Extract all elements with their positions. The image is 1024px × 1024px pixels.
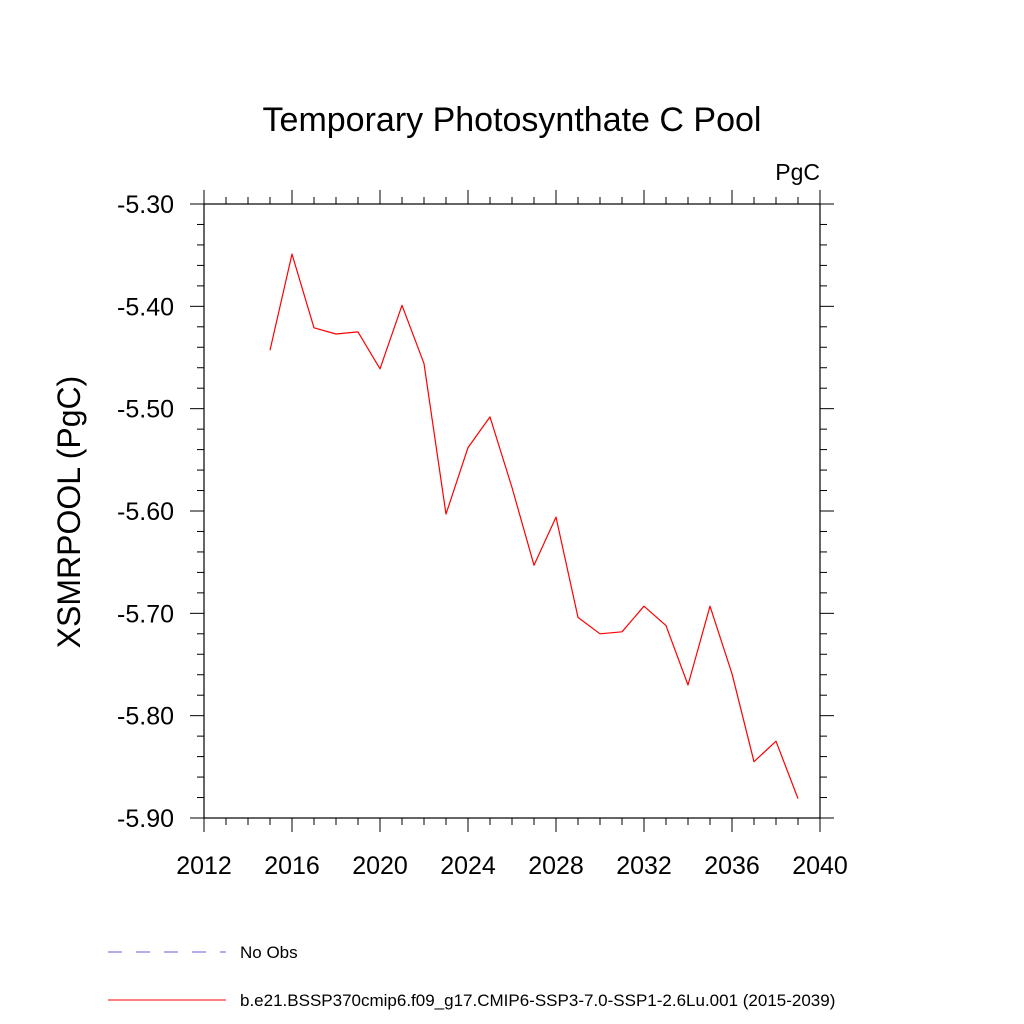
x-tick-label: 2012	[176, 852, 232, 880]
y-tick-label: -5.60	[117, 498, 174, 526]
axis-ticks	[190, 190, 834, 832]
x-tick-label: 2020	[352, 852, 408, 880]
x-tick-label: 2032	[616, 852, 672, 880]
x-tick-label: 2028	[528, 852, 584, 880]
y-tick-label: -5.80	[117, 703, 174, 731]
y-tick-label: -5.90	[117, 805, 174, 833]
y-tick-label: -5.50	[117, 396, 174, 424]
plot-area-frame	[203, 203, 821, 819]
legend: No Obs b.e21.BSSP370cmip6.f09_g17.CMIP6-S…	[108, 943, 835, 1010]
legend-label: No Obs	[240, 943, 298, 962]
x-tick-label: 2036	[704, 852, 760, 880]
x-tick-label: 2016	[264, 852, 320, 880]
series-layer	[269, 253, 799, 799]
y-tick-label: -5.40	[117, 293, 174, 321]
chart-title: Temporary Photosynthate C Pool	[263, 101, 762, 139]
y-tick-label: -5.70	[117, 600, 174, 628]
series-line	[269, 253, 799, 799]
legend-label: b.e21.BSSP370cmip6.f09_g17.CMIP6-SSP3-7.…	[240, 991, 835, 1010]
y-tick-label: -5.30	[117, 191, 174, 219]
axis-tick-labels: 2012 2016 2020 2024 2028 2032 2036 2040 -5.30 -5.…	[117, 191, 848, 880]
units-label: PgC	[775, 159, 820, 185]
x-tick-label: 2024	[440, 852, 496, 880]
x-tick-label: 2040	[792, 852, 848, 880]
y-axis-label: XSMRPOOL (PgC)	[51, 376, 87, 649]
